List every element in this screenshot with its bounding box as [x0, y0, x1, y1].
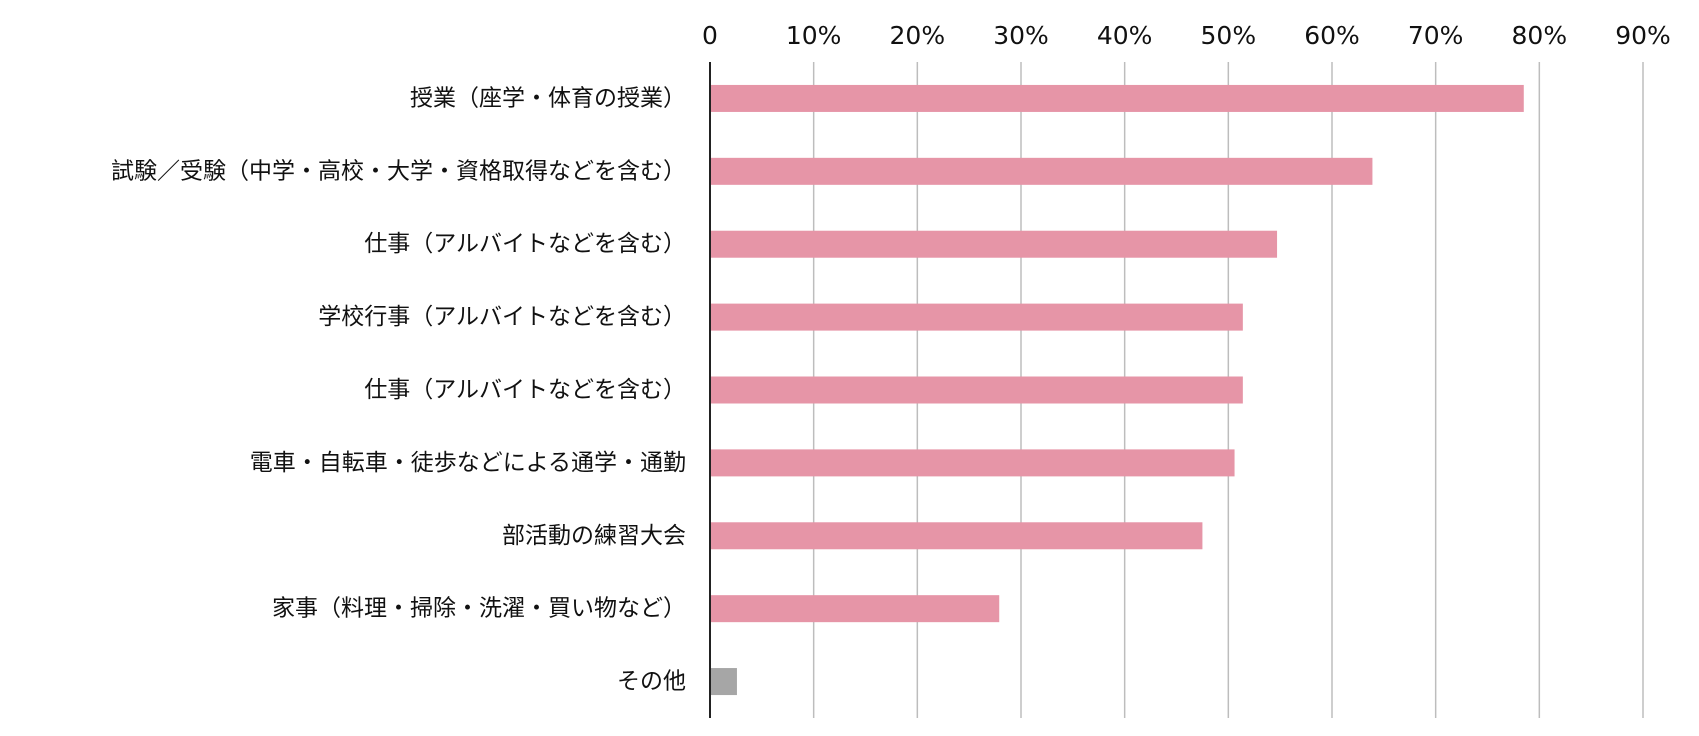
category-label: 仕事（アルバイトなどを含む）	[364, 231, 686, 257]
bar	[710, 84, 1524, 112]
x-tick-label: 10%	[786, 21, 842, 50]
x-tick-label: 40%	[1097, 21, 1153, 50]
bar	[710, 376, 1243, 404]
category-label: 試験／受験（中学・高校・大学・資格取得などを含む）	[111, 158, 686, 184]
x-tick-label: 20%	[890, 21, 946, 50]
bar	[710, 522, 1203, 550]
bar	[710, 595, 1000, 623]
category-labels: 授業（座学・体育の授業） 試験／受験（中学・高校・大学・資格取得などを含む） 仕事（…	[111, 85, 686, 694]
bar	[710, 449, 1235, 477]
bar	[710, 303, 1243, 331]
category-label: 部活動の練習大会	[502, 523, 686, 549]
bar	[710, 157, 1373, 185]
category-label: 仕事（アルバイトなどを含む）	[364, 377, 686, 403]
x-axis-ticks: 0 10% 20% 30% 40% 50% 60% 70% 80% 90%	[702, 21, 1671, 50]
x-tick-label: 0	[702, 21, 718, 50]
category-label: その他	[617, 669, 686, 695]
x-tick-label: 50%	[1201, 21, 1257, 50]
x-tick-label: 60%	[1304, 21, 1360, 50]
category-label: 学校行事（アルバイトなどを含む）	[318, 304, 686, 330]
x-tick-label: 30%	[993, 21, 1049, 50]
bar	[710, 230, 1278, 258]
category-label: 授業（座学・体育の授業）	[410, 85, 686, 111]
x-tick-label: 90%	[1615, 21, 1671, 50]
x-tick-label: 80%	[1512, 21, 1568, 50]
category-label: 電車・自転車・徒歩などによる通学・通勤	[250, 450, 686, 476]
bars	[710, 84, 1524, 696]
category-label: 家事（料理・掃除・洗濯・買い物など）	[272, 596, 686, 622]
bar	[710, 668, 737, 696]
x-tick-label: 70%	[1408, 21, 1464, 50]
